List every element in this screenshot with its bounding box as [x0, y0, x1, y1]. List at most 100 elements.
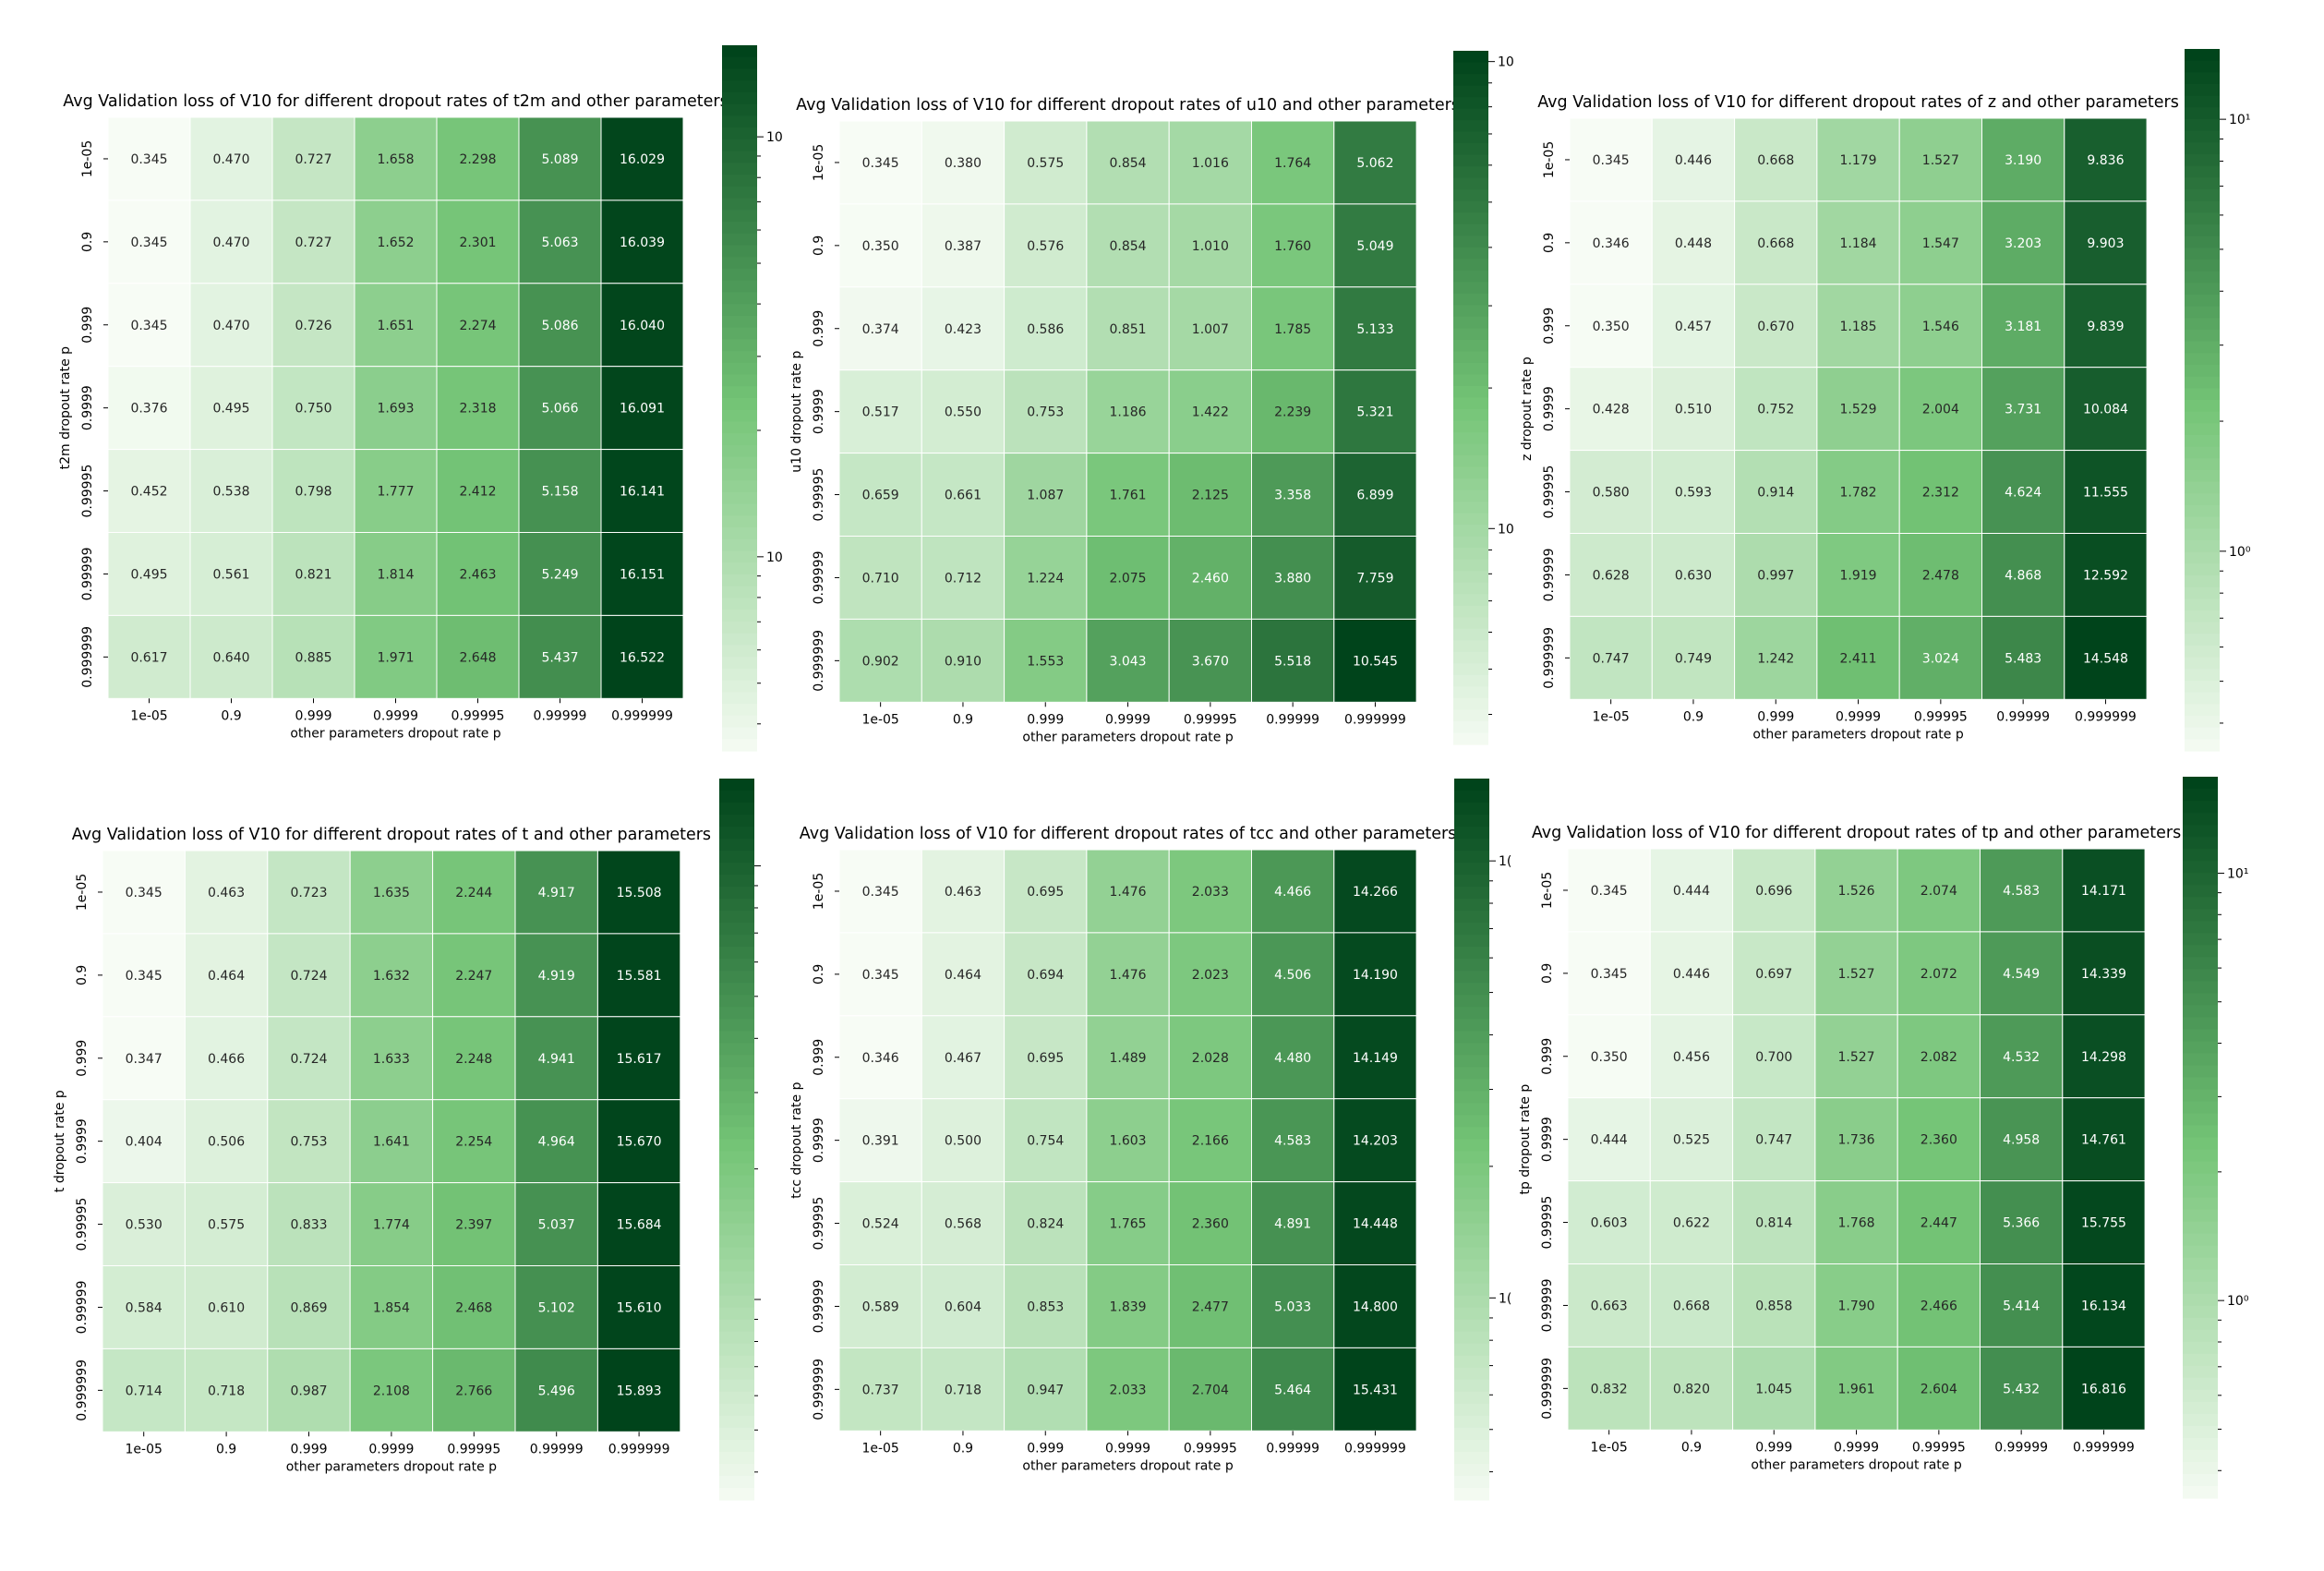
- cell-value-label: 0.444: [1591, 1133, 1628, 1148]
- colorbar-band: [719, 1151, 754, 1165]
- heatmap-cell: [1168, 849, 1252, 934]
- cell-value-label: 4.549: [2003, 967, 2040, 982]
- colorbar-band: [1454, 875, 1489, 888]
- colorbar-band: [1453, 455, 1488, 468]
- heatmap-cell: [1251, 369, 1335, 454]
- colorbar-band: [1453, 617, 1488, 630]
- colorbar-band: [2183, 1257, 2218, 1271]
- colorbar-band: [1453, 397, 1488, 410]
- heatmap-cell: [2062, 1014, 2146, 1099]
- heatmap-cell: [514, 933, 598, 1018]
- heatmap-cell: [349, 1099, 434, 1184]
- colorbar-band: [2183, 1341, 2218, 1355]
- heatmap-cell: [1898, 117, 1982, 202]
- heatmap-cell: [1086, 120, 1170, 205]
- heatmap-cell: [514, 1347, 598, 1432]
- y-tick-label: 0.99999: [75, 1280, 90, 1334]
- colorbar-band: [1454, 1283, 1489, 1297]
- heatmap-cell: [271, 116, 355, 201]
- heatmap-cell: [1981, 117, 2065, 202]
- cell-value-label: 0.854: [1110, 156, 1147, 171]
- cell-value-label: 2.033: [1192, 885, 1229, 900]
- heatmap-cell: [1086, 932, 1170, 1017]
- colorbar-band: [719, 803, 754, 816]
- cell-value-label: 0.404: [126, 1135, 163, 1150]
- cell-value-label: 1.652: [377, 236, 414, 250]
- heatmap-cell: [1567, 1097, 1651, 1182]
- cell-value-label: 1.961: [1838, 1382, 1875, 1396]
- colorbar-band: [722, 633, 757, 646]
- cell-value-label: 0.346: [862, 1051, 899, 1066]
- colorbar-band: [1454, 1271, 1489, 1285]
- colorbar-band: [1454, 1247, 1489, 1261]
- colorbar-band: [1454, 935, 1489, 948]
- cell-value-label: 1.045: [1755, 1382, 1792, 1396]
- colorbar-band: [719, 1091, 754, 1105]
- x-axis-label: other parameters dropout rate p: [1022, 1458, 1233, 1473]
- colorbar-band: [722, 433, 757, 446]
- colorbar-band: [722, 421, 757, 434]
- x-tick-label: 0.999999: [608, 1442, 670, 1456]
- colorbar-band: [719, 1427, 754, 1441]
- heatmap-cell: [921, 120, 1005, 205]
- cell-value-label: 0.798: [295, 485, 331, 500]
- heatmap-cell: [1168, 1347, 1252, 1432]
- colorbar-band: [719, 1451, 754, 1465]
- colorbar-band: [2185, 177, 2220, 190]
- y-tick-label: 0.999999: [1540, 1358, 1555, 1420]
- heatmap-cell: [838, 286, 922, 371]
- heatmap-cell: [107, 283, 191, 368]
- y-tick-label: 0.99999: [812, 1279, 826, 1333]
- colorbar-band: [1454, 1163, 1489, 1177]
- cell-value-label: 0.444: [1673, 884, 1710, 899]
- x-tick-label: 0.99999: [534, 708, 587, 723]
- heatmap-cell: [1980, 1180, 2064, 1264]
- heatmap-panel: Avg Validation loss of V10 for different…: [53, 779, 761, 1501]
- cell-value-label: 0.530: [126, 1218, 163, 1233]
- cell-value-label: 2.477: [1192, 1299, 1229, 1314]
- y-tick-label: 0.9999: [1540, 1117, 1555, 1162]
- cell-value-label: 10.545: [1353, 654, 1398, 669]
- colorbar-band: [722, 175, 757, 187]
- heatmap-cell: [436, 283, 520, 368]
- colorbar-band: [1454, 1199, 1489, 1213]
- colorbar-band: [722, 210, 757, 223]
- heatmap-cell: [921, 203, 1005, 288]
- colorbar-band: [2185, 598, 2220, 611]
- colorbar-band: [719, 1187, 754, 1201]
- colorbar-band: [719, 1223, 754, 1237]
- heatmap-cell: [1569, 367, 1653, 452]
- cell-value-label: 2.766: [455, 1384, 492, 1398]
- heatmap-cell: [1333, 286, 1417, 371]
- heatmap-cell: [514, 1099, 598, 1184]
- cell-value-label: 2.075: [1110, 571, 1147, 586]
- cell-value-label: 0.345: [126, 969, 163, 984]
- cell-value-label: 0.610: [208, 1300, 245, 1315]
- heatmap-cell: [1816, 284, 1900, 369]
- colorbar-band: [719, 1439, 754, 1453]
- y-axis-label: t dropout rate p: [53, 1090, 67, 1192]
- panel-title: Avg Validation loss of V10 for different…: [1532, 824, 2181, 842]
- y-tick-label: 0.9: [1542, 233, 1557, 253]
- cell-value-label: 0.428: [1593, 403, 1630, 417]
- colorbar-band: [719, 1487, 754, 1501]
- colorbar-band: [722, 586, 757, 599]
- heatmap-cell: [1086, 1264, 1170, 1348]
- colorbar-band: [1454, 1295, 1489, 1309]
- cell-value-label: 0.584: [126, 1300, 163, 1315]
- colorbar-band: [2185, 575, 2220, 588]
- heatmap-cell: [1004, 1098, 1088, 1183]
- heatmap-cell: [189, 532, 273, 616]
- cell-value-label: 6.899: [1356, 489, 1393, 503]
- colorbar-band: [1453, 339, 1488, 353]
- heatmap-cell: [1567, 1263, 1651, 1347]
- cell-value-label: 0.737: [862, 1383, 899, 1397]
- heatmap-cell: [432, 1347, 516, 1432]
- heatmap-cell: [102, 1347, 186, 1432]
- heatmap-cell: [107, 449, 191, 534]
- cell-value-label: 5.414: [2003, 1299, 2040, 1313]
- heatmap-cell: [1251, 453, 1335, 538]
- colorbar-band: [722, 550, 757, 563]
- heatmap-cell: [184, 1099, 269, 1184]
- colorbar-band: [1453, 131, 1488, 144]
